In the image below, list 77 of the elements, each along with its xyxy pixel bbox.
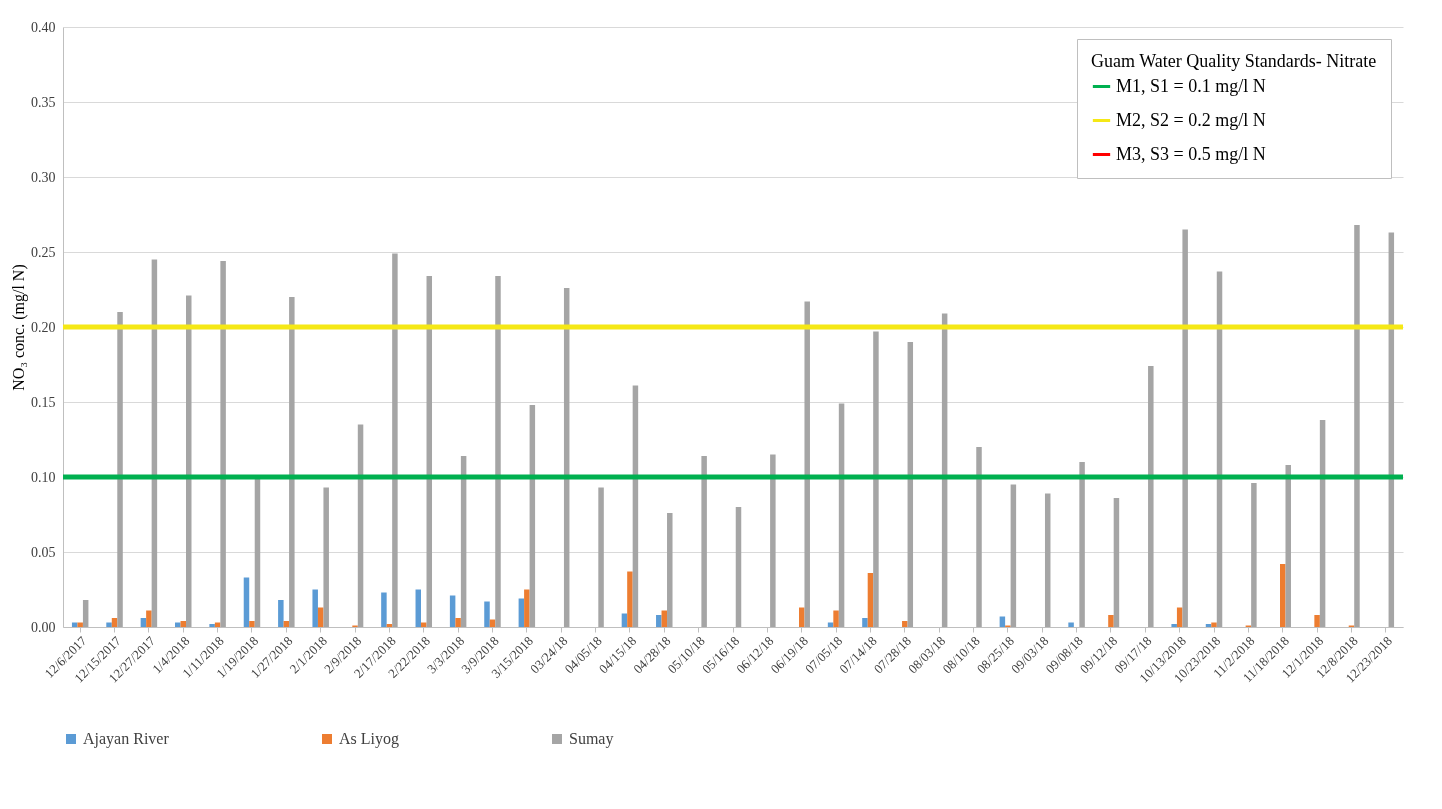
bar (1314, 615, 1320, 627)
bar (254, 478, 261, 627)
legend-label: As Liyog (339, 730, 399, 748)
bar (1211, 622, 1217, 627)
bar (323, 487, 329, 627)
bar (976, 447, 982, 627)
y-tick-label: 0.30 (31, 169, 56, 185)
bar (421, 622, 427, 627)
bar (1182, 229, 1188, 627)
annotation: M3, S3 = 0.5 mg/l N (1116, 143, 1266, 164)
bar (1108, 615, 1114, 627)
legend-label: Sumay (569, 730, 614, 748)
bar (180, 621, 187, 627)
bar (209, 624, 215, 627)
bar (1205, 624, 1212, 627)
y-tick-label: 0.20 (31, 319, 56, 335)
legend-title: Guam Water Quality Standards- Nitrate (1091, 51, 1377, 71)
bar (598, 487, 604, 627)
bar (140, 618, 147, 627)
bar (833, 610, 839, 627)
bar (146, 610, 152, 627)
bar (867, 573, 874, 627)
bar (1285, 465, 1291, 627)
bar (804, 301, 810, 627)
y-tick-label: 0.05 (31, 544, 56, 560)
legend-label: Ajayan River (83, 730, 170, 748)
bar (455, 618, 461, 627)
bar (415, 589, 422, 627)
bar (111, 618, 118, 627)
bar (735, 507, 742, 627)
bar (1171, 624, 1177, 627)
bar (1113, 498, 1120, 627)
bar (289, 297, 295, 627)
bar (243, 577, 250, 627)
bar (283, 621, 290, 627)
bar (381, 592, 387, 627)
bar (1354, 225, 1360, 627)
bar (386, 624, 393, 627)
bar (392, 253, 398, 627)
bar (82, 600, 89, 627)
bar (220, 261, 226, 627)
bar (862, 618, 868, 627)
bar (312, 589, 318, 627)
y-tick-label: 0.10 (31, 469, 56, 485)
bar (249, 621, 255, 627)
y-tick-label: 0.15 (31, 394, 56, 410)
y-tick-label: 0.25 (31, 244, 56, 260)
bar (1148, 366, 1154, 627)
bar (1251, 483, 1257, 627)
bar (656, 615, 662, 627)
y-axis-title: NO₃ conc. (mg/l N) (10, 264, 28, 391)
bar (186, 295, 192, 627)
bar (701, 456, 707, 627)
bar (627, 571, 633, 627)
bar (873, 331, 879, 627)
legend-label: M2, S2 = 0.2 mg/l N (1116, 109, 1266, 130)
bar (117, 312, 123, 627)
bar (1068, 622, 1074, 627)
bar (175, 622, 181, 627)
bar (1279, 564, 1286, 627)
bar (1044, 493, 1051, 627)
bar (495, 276, 501, 627)
bar (1079, 462, 1085, 627)
y-tick-label: 0.35 (31, 94, 56, 110)
bar (902, 621, 908, 627)
y-tick-label: 0.00 (31, 619, 56, 635)
bar (449, 595, 456, 627)
legend-label: M1, S1 = 0.1 mg/l N (1116, 75, 1266, 96)
bar (1010, 484, 1017, 627)
bar (278, 600, 284, 627)
y-tick-label: 0.40 (31, 19, 56, 35)
bar (106, 622, 112, 627)
bar (667, 513, 673, 627)
bar (77, 622, 83, 627)
bar (524, 589, 530, 627)
bar (770, 454, 776, 627)
bar (484, 601, 490, 627)
